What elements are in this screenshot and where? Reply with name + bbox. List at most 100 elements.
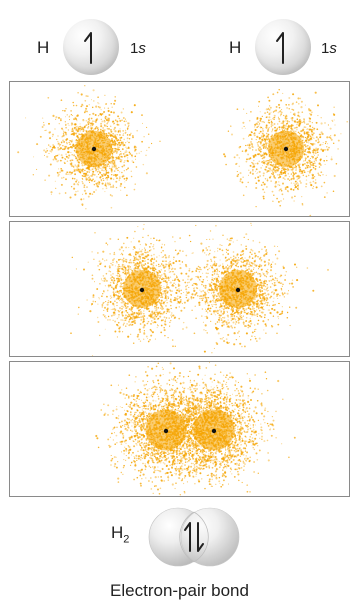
electron-dot — [100, 158, 103, 160]
electron-dot — [101, 180, 103, 182]
electron-dot — [91, 274, 94, 277]
electron-dot — [223, 272, 225, 274]
electron-dot — [300, 154, 302, 156]
electron-dot — [122, 153, 125, 155]
electron-dot — [302, 174, 305, 177]
electron-dot — [244, 325, 246, 327]
electron-dot — [87, 174, 89, 177]
electron-dot — [116, 336, 118, 338]
electron-dot — [195, 224, 197, 227]
electron-dot — [125, 149, 127, 151]
electron-dot — [312, 180, 315, 183]
electron-dot — [250, 111, 252, 113]
electron-dot — [109, 301, 112, 303]
electron-dot — [79, 133, 82, 136]
electron-dot — [164, 323, 167, 326]
electron-dot — [225, 287, 228, 290]
electron-dot — [134, 267, 137, 269]
electron-dot — [99, 163, 102, 166]
electron-dot — [117, 292, 120, 295]
electron-dot — [171, 267, 174, 270]
electron-dot — [61, 160, 63, 162]
electron-dot — [63, 141, 66, 143]
electron-dot — [75, 268, 77, 270]
electron-dot — [318, 141, 320, 143]
electron-dot — [167, 297, 169, 299]
electron-dot — [266, 160, 268, 162]
electron-dot — [309, 121, 311, 123]
electron-dot — [96, 156, 99, 159]
electron-dot — [125, 319, 128, 321]
electron-dot — [200, 242, 203, 245]
electron-dot — [48, 122, 50, 125]
electron-dot — [303, 126, 306, 128]
electron-dot — [107, 175, 109, 177]
electron-dot — [80, 151, 82, 153]
electron-dot — [266, 162, 269, 165]
electron-dot — [92, 112, 95, 115]
electron-dot — [91, 153, 93, 155]
electron-dot — [147, 320, 150, 323]
electron-dot — [288, 124, 291, 128]
electron-dot — [75, 165, 77, 167]
electron-dot — [86, 161, 89, 164]
electron-dot — [84, 169, 86, 172]
electron-dot — [109, 277, 112, 280]
electron-dot — [283, 133, 285, 135]
electron-dot — [276, 144, 279, 146]
electron-dot — [274, 277, 277, 279]
electron-dot — [100, 109, 102, 111]
electron-dot — [187, 275, 190, 278]
electron-dot — [236, 171, 238, 173]
electron-dot — [85, 172, 87, 175]
electron-dot — [122, 292, 125, 295]
electron-dot — [273, 116, 276, 119]
electron-dot — [330, 137, 332, 139]
electron-dot — [120, 298, 122, 300]
electron-dot — [276, 135, 279, 138]
electron-cloud-diagram — [17, 85, 348, 216]
electron-dot — [99, 142, 102, 144]
electron-dot — [41, 117, 44, 119]
electron-dot — [260, 268, 263, 271]
electron-dot — [88, 168, 91, 171]
electron-dot — [120, 111, 123, 114]
electron-dot — [253, 159, 255, 162]
electron-dot — [317, 104, 319, 107]
electron-dot — [264, 147, 267, 149]
electron-dot — [123, 175, 125, 177]
electron-dot — [147, 299, 150, 301]
electron-dot — [118, 179, 121, 181]
electron-dot — [92, 165, 95, 168]
electron-dot — [131, 295, 134, 298]
electron-dot — [273, 114, 276, 117]
electron-dot — [97, 133, 99, 135]
electron-dot — [165, 277, 168, 280]
electron-dot — [85, 131, 88, 133]
electron-dot — [248, 169, 250, 171]
electron-dot — [274, 163, 277, 166]
electron-dot — [292, 168, 294, 170]
electron-dot — [264, 282, 266, 285]
electron-dot — [273, 141, 276, 144]
electron-dot — [177, 283, 180, 285]
electron-dot — [245, 233, 248, 236]
electron-dot — [151, 331, 154, 334]
electron-dot — [261, 140, 263, 142]
electron-dot — [127, 264, 129, 267]
electron-dot — [130, 261, 133, 264]
electron-dot — [260, 117, 262, 120]
electron-dot — [145, 251, 147, 254]
electron-dot — [86, 186, 88, 188]
electron-dot — [333, 119, 335, 121]
electron-dot — [143, 293, 145, 295]
electron-dot — [69, 115, 71, 117]
electron-dot — [46, 149, 49, 152]
electron-dot — [326, 136, 329, 139]
electron-dot — [89, 124, 92, 127]
electron-dot — [116, 277, 118, 280]
electron-dot — [101, 149, 103, 151]
electron-dot — [155, 264, 158, 267]
electron-dot — [307, 174, 310, 177]
electron-dot — [272, 139, 275, 141]
